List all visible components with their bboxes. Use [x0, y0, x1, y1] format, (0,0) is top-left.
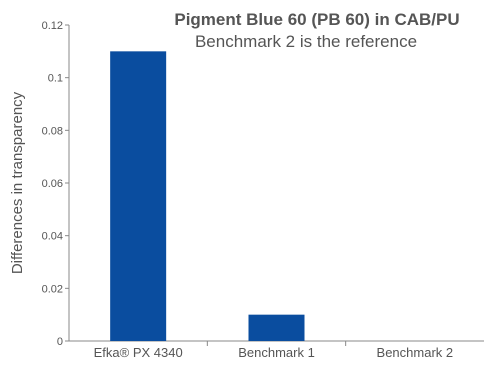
y-tick-label: 0.1 — [48, 73, 63, 85]
bars — [110, 51, 305, 341]
x-ticks — [206, 341, 347, 346]
x-tick-label: Benchmark 1 — [238, 345, 315, 360]
y-tick-label: 0.02 — [42, 283, 63, 295]
x-tick-label: Benchmark 2 — [377, 345, 454, 360]
y-ticks: 0 0.02 0.04 0.06 0.08 0.1 0.12 — [42, 20, 69, 348]
y-tick-label: 0.12 — [42, 20, 63, 32]
y-tick-label: 0.08 — [42, 125, 63, 137]
x-tick-labels: Efka® PX 4340 Benchmark 1 Benchmark 2 — [94, 345, 454, 360]
chart-subtitle: Benchmark 2 is the reference — [195, 32, 417, 51]
x-tick-label: Efka® PX 4340 — [94, 345, 183, 360]
y-tick-label: 0 — [57, 336, 63, 348]
y-tick-label: 0.06 — [42, 178, 63, 190]
y-tick-label: 0.04 — [42, 231, 63, 243]
bar — [248, 314, 305, 341]
y-axis-label: Differences in transparency — [9, 91, 26, 274]
bar — [110, 51, 167, 341]
chart-title: Pigment Blue 60 (PB 60) in CAB/PU — [174, 10, 459, 29]
